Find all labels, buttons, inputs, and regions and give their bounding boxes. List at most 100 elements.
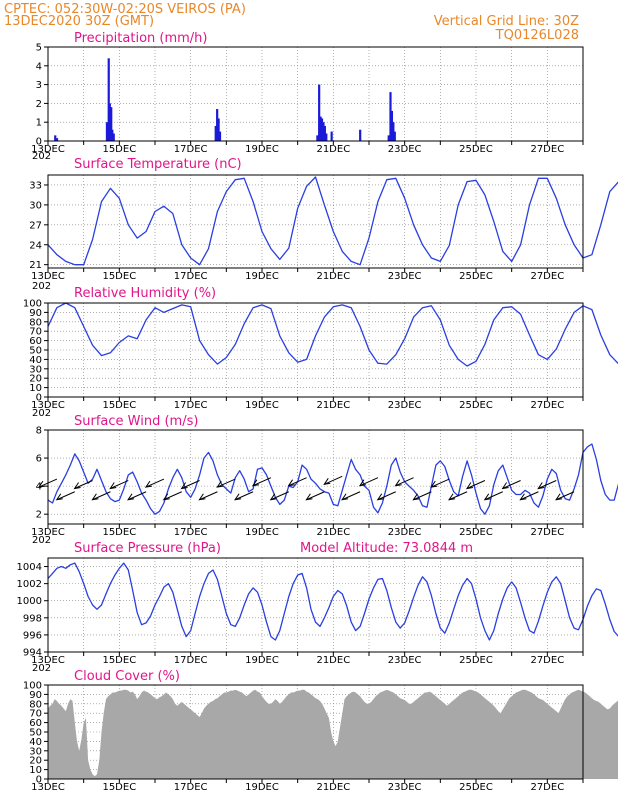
wind-arrow-1: [56, 491, 75, 501]
cloud-ylabel-5: 50: [29, 728, 42, 739]
wind-arrow-11: [234, 491, 254, 501]
precip-ylabel-0: 0: [36, 137, 42, 148]
wind-arrow-4: [110, 480, 129, 489]
wind-arrowhead-24: [465, 482, 473, 490]
wind-arrow-16: [324, 475, 343, 485]
precip-xlabel-3: 19DEC: [245, 144, 279, 155]
precip-bar-3: [107, 58, 110, 141]
wind-arrow-10: [217, 478, 236, 488]
precip-bar-1: [55, 138, 59, 141]
cloud-xlabel-4: 21DEC: [316, 782, 350, 793]
precip-title: Precipitation (mm/h): [74, 31, 207, 46]
temp-series-line: [47, 176, 618, 266]
wind-arrowhead-9: [198, 493, 206, 501]
temp-ylabel-4: 33: [29, 180, 42, 191]
pres-ylabel-1: 996: [23, 630, 42, 641]
rh-ylabel-7: 70: [29, 327, 42, 338]
wind-arrow-22: [431, 478, 450, 488]
rh-ylabel-5: 50: [29, 346, 42, 357]
precip-bar-14: [319, 116, 322, 141]
wind-xlabel-6: 25DEC: [459, 527, 493, 538]
wind-series-line: [47, 443, 618, 515]
cloud-xlabel-3: 19DEC: [245, 782, 279, 793]
wind-arrow-8: [181, 480, 200, 489]
wind-arrow-17: [341, 491, 361, 501]
wind-arrowhead-6: [144, 480, 152, 488]
precip-xlabel-5: 23DEC: [388, 144, 422, 155]
cloud-ylabel-3: 30: [29, 746, 42, 757]
cloud-xlabel-2: 17DEC: [174, 782, 208, 793]
precip-bar-20: [359, 129, 362, 141]
precip-bar-7: [112, 133, 115, 141]
precip-ylabel-1: 1: [36, 118, 42, 129]
wind-arrowhead-26: [501, 482, 509, 490]
temp-ylabel-2: 27: [29, 220, 42, 231]
cloud-ylabel-7: 70: [29, 709, 42, 720]
temp-xlabel-6: 25DEC: [459, 271, 493, 282]
pres-ylabel-0: 994: [23, 648, 42, 659]
wind-xlabel-3: 19DEC: [245, 527, 279, 538]
rh-ylabel-10: 100: [23, 299, 42, 310]
header-grid-line: Vertical Grid Line: 30Z: [434, 14, 579, 29]
wind-arrowhead-5: [127, 493, 135, 501]
cloud-xlabel-5: 23DEC: [388, 782, 422, 793]
wind-arrowhead-3: [91, 493, 99, 501]
wind-arrowhead-12: [251, 479, 259, 487]
wind-title: Surface Wind (m/s): [74, 414, 198, 429]
precip-bar-9: [216, 109, 219, 141]
temp-ylabel-3: 30: [29, 200, 42, 211]
precip-bar-10: [217, 118, 220, 141]
wind-arrowhead-19: [376, 493, 384, 501]
below-label-5: 202: [32, 663, 51, 674]
pres-xlabel-5: 23DEC: [388, 655, 422, 666]
wind-arrow-21: [413, 491, 432, 501]
wind-arrow-5: [127, 491, 147, 501]
cloud-xlabel-7: 27DEC: [530, 782, 564, 793]
precip-xlabel-7: 27DEC: [530, 144, 564, 155]
header-date: 13DEC2020 30Z (GMT): [4, 14, 154, 29]
wind-arrow-13: [270, 491, 289, 501]
precip-bar-0: [54, 135, 57, 141]
cloud-ylabel-2: 20: [29, 756, 42, 767]
wind-ylabel-0: 2: [36, 510, 42, 521]
wind-arrow-15: [306, 491, 325, 501]
precip-bar-21: [387, 135, 390, 141]
cloud-ylabel-8: 80: [29, 699, 42, 710]
temp-xlabel-0: 13DEC: [31, 271, 65, 282]
temp-xlabel-7: 27DEC: [530, 271, 564, 282]
precip-xlabel-6: 25DEC: [459, 144, 493, 155]
wind-arrowhead-17: [341, 493, 349, 501]
wind-xlabel-1: 15DEC: [102, 527, 136, 538]
wind-arrow-0: [38, 478, 58, 488]
pres-xlabel-3: 19DEC: [245, 655, 279, 666]
wind-arrowhead-16: [323, 478, 331, 485]
rh-xlabel-1: 15DEC: [102, 400, 136, 411]
wind-arrowhead-13: [269, 493, 277, 501]
temp-ylabel-1: 24: [29, 240, 42, 251]
below-label-1: 202: [32, 151, 51, 162]
wind-arrowhead-28: [537, 482, 545, 490]
cloud-ylabel-4: 40: [29, 737, 42, 748]
below-label-4: 202: [32, 535, 51, 546]
precip-ylabel-2: 2: [36, 99, 42, 110]
precip-ylabel-3: 3: [36, 80, 42, 91]
precip-ylabel-4: 4: [36, 61, 42, 72]
rh-xlabel-2: 17DEC: [174, 400, 208, 411]
rh-series-line: [47, 302, 618, 367]
wind-arrow-27: [520, 491, 539, 501]
wind-arrowhead-25: [483, 493, 491, 501]
cloud-xlabel-6: 25DEC: [459, 782, 493, 793]
wind-arrowhead-2: [73, 482, 81, 490]
precip-xlabel-0: 13DEC: [31, 144, 65, 155]
wind-arrow-6: [145, 478, 165, 488]
pres-xlabel-1: 15DEC: [102, 655, 136, 666]
pres-title: Surface Pressure (hPa): [74, 541, 221, 556]
rh-title: Relative Humidity (%): [74, 286, 216, 301]
rh-ylabel-3: 30: [29, 364, 42, 375]
wind-arrow-12: [252, 477, 272, 487]
pres-ylabel-2: 998: [23, 613, 42, 624]
pres-xlabel-4: 21DEC: [316, 655, 350, 666]
precip-bar-19: [330, 131, 333, 141]
cloud-ylabel-6: 60: [29, 718, 42, 729]
